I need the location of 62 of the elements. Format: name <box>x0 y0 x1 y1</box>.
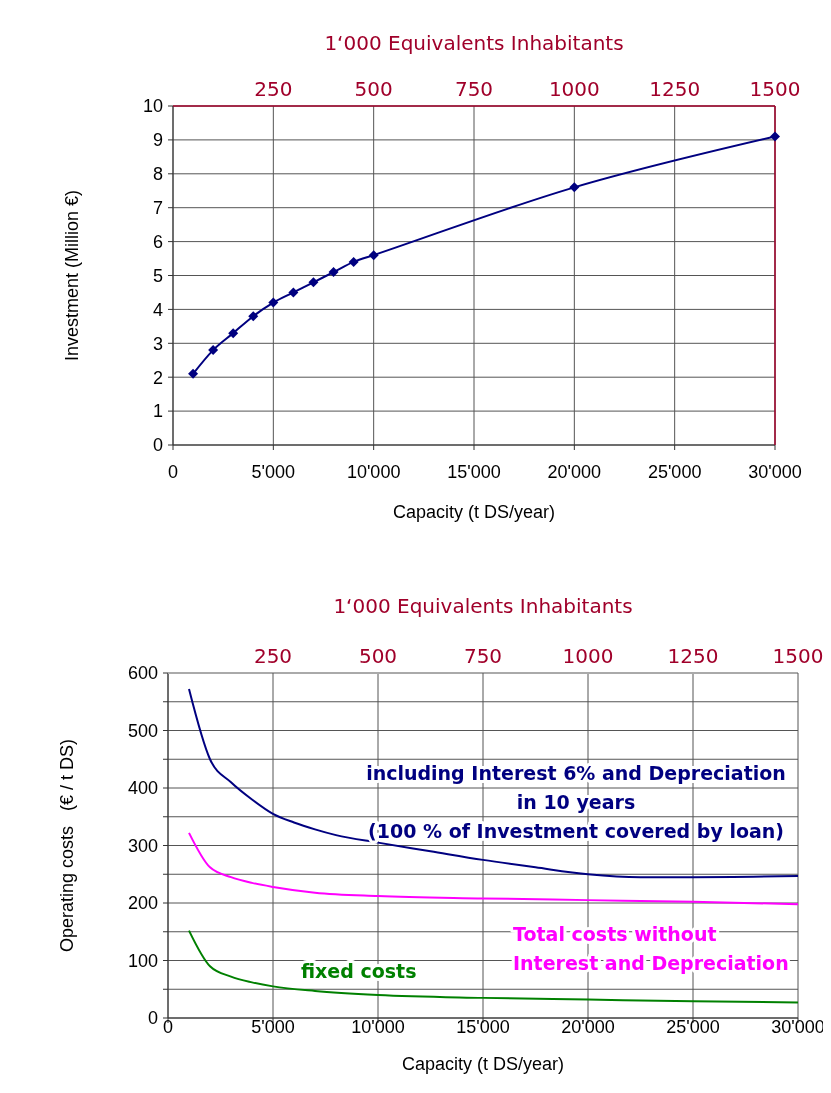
x2-axis-title: 1‘000 Equivalents Inhabitants <box>324 31 624 55</box>
point <box>268 297 279 308</box>
x2-tick-label: 1250 <box>649 77 701 101</box>
x2-tick-label: 250 <box>253 644 293 668</box>
x-tick-label: 30'000 <box>748 462 802 482</box>
x-tick-label: 20'000 <box>561 1017 615 1037</box>
x2-tick-label: 750 <box>454 77 494 101</box>
y-tick-label: 7 <box>152 198 163 218</box>
point <box>188 368 199 379</box>
x2-tick-label: 1000 <box>548 77 600 101</box>
x2-tick-label: 1500 <box>749 77 801 101</box>
y-tick-label: 400 <box>127 778 158 799</box>
x-tick-label: 0 <box>167 462 179 482</box>
point <box>288 287 299 298</box>
y-tick-label: 200 <box>127 893 158 914</box>
point <box>228 328 239 339</box>
point <box>368 250 379 261</box>
x-tick-label: 15'000 <box>447 462 501 482</box>
y-axis-title: Investment (Million €) <box>62 189 82 362</box>
x-tick-label: 5'000 <box>251 462 296 482</box>
point <box>348 256 359 267</box>
x-axis-title: Capacity (t DS/year) <box>392 502 556 522</box>
x-tick-label: 10'000 <box>351 1017 405 1037</box>
x-tick-label: 15'000 <box>456 1017 510 1037</box>
y-tick-label: 5 <box>152 265 163 286</box>
x-tick-label: 5'000 <box>251 1017 295 1037</box>
y-tick-label: 0 <box>152 435 163 456</box>
y-tick-label: 10 <box>142 96 163 117</box>
x2-tick-label: 1500 <box>772 644 824 668</box>
y-tick-label: 4 <box>152 299 163 320</box>
y-tick-label: 600 <box>127 663 158 684</box>
x2-tick-label: 1000 <box>562 644 614 668</box>
x-tick-label: 25'000 <box>647 462 702 482</box>
y-tick-label: 100 <box>127 950 158 971</box>
x2-tick-label: 1250 <box>667 644 719 668</box>
line-series <box>188 688 799 879</box>
x-tick-label: 20'000 <box>547 462 602 482</box>
point <box>328 267 339 278</box>
point <box>208 345 219 356</box>
x-tick-label: 10'000 <box>346 462 401 482</box>
y-tick-label: 3 <box>152 333 163 354</box>
y-tick-label: 300 <box>127 835 158 856</box>
x2-tick-label: 250 <box>254 77 293 101</box>
y-tick-label: 6 <box>152 231 163 252</box>
x2-tick-label: 500 <box>354 77 393 101</box>
x2-axis-title: 1‘000 Equivalents Inhabitants <box>333 594 633 618</box>
point <box>308 277 319 288</box>
point <box>248 311 259 322</box>
point <box>569 182 580 193</box>
x-axis-title: Capacity (t DS/year) <box>401 1054 565 1074</box>
y-tick-label: 8 <box>152 164 163 185</box>
y-tick-label: 9 <box>152 130 163 151</box>
y-axis-title: Operating costs (€ / t DS) <box>57 738 77 953</box>
x2-tick-label: 750 <box>463 644 503 668</box>
y-tick-label: 2 <box>152 367 163 388</box>
y-tick-label: 500 <box>127 720 158 741</box>
x2-tick-label: 500 <box>358 644 398 668</box>
y-tick-label: 1 <box>152 401 163 422</box>
series-label: fixed costs <box>301 960 417 982</box>
series-label: including Interest 6% and Depreciation in 10 years (100 % of Investment covered by loan) <box>366 762 786 842</box>
point <box>770 131 780 142</box>
x-tick-label: 25'000 <box>666 1017 720 1037</box>
